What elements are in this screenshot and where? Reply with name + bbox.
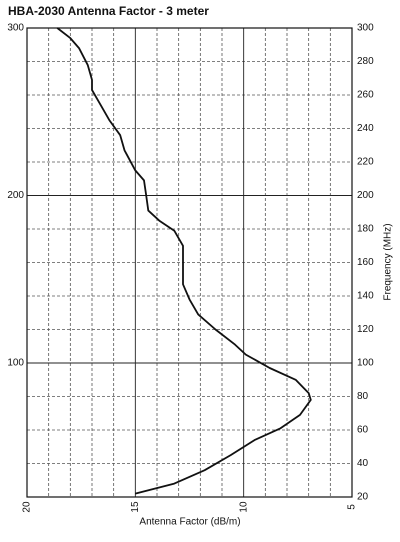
y2-tick-label: 80	[357, 391, 369, 402]
plot-frame	[26, 27, 353, 498]
y2-tick-label: 220	[357, 157, 374, 168]
x-tick-label: 15	[130, 501, 141, 513]
chart-title: HBA-2030 Antenna Factor - 3 meter	[8, 4, 209, 18]
y2-tick-label: 200	[357, 190, 374, 201]
y2-tick-label: 300	[357, 23, 374, 34]
x-tick-label: 20	[22, 501, 33, 513]
y2-tick-label: 280	[357, 56, 374, 67]
x-tick-label: 10	[238, 501, 249, 513]
y-tick-label: 200	[7, 190, 24, 201]
y2-tick-label: 160	[357, 257, 374, 268]
y2-tick-label: 60	[357, 425, 369, 436]
y2-tick-label: 140	[357, 291, 374, 302]
y2-tick-label: 120	[357, 324, 374, 335]
y2-tick-label: 240	[357, 123, 374, 134]
y2-tick-label: 40	[357, 458, 369, 469]
x-tick-label: 5	[347, 504, 358, 510]
x-axis-label: Antenna Factor (dB/m)	[139, 517, 240, 528]
y-tick-label: 100	[7, 358, 24, 369]
y2-tick-label: 20	[357, 492, 369, 503]
y-tick-label: 300	[7, 23, 24, 34]
y2-tick-label: 100	[357, 358, 374, 369]
y2-tick-label: 180	[357, 224, 374, 235]
y2-tick-label: 260	[357, 90, 374, 101]
data-line	[56, 27, 312, 495]
y2-axis-label: Frequency (MHz)	[383, 223, 394, 300]
